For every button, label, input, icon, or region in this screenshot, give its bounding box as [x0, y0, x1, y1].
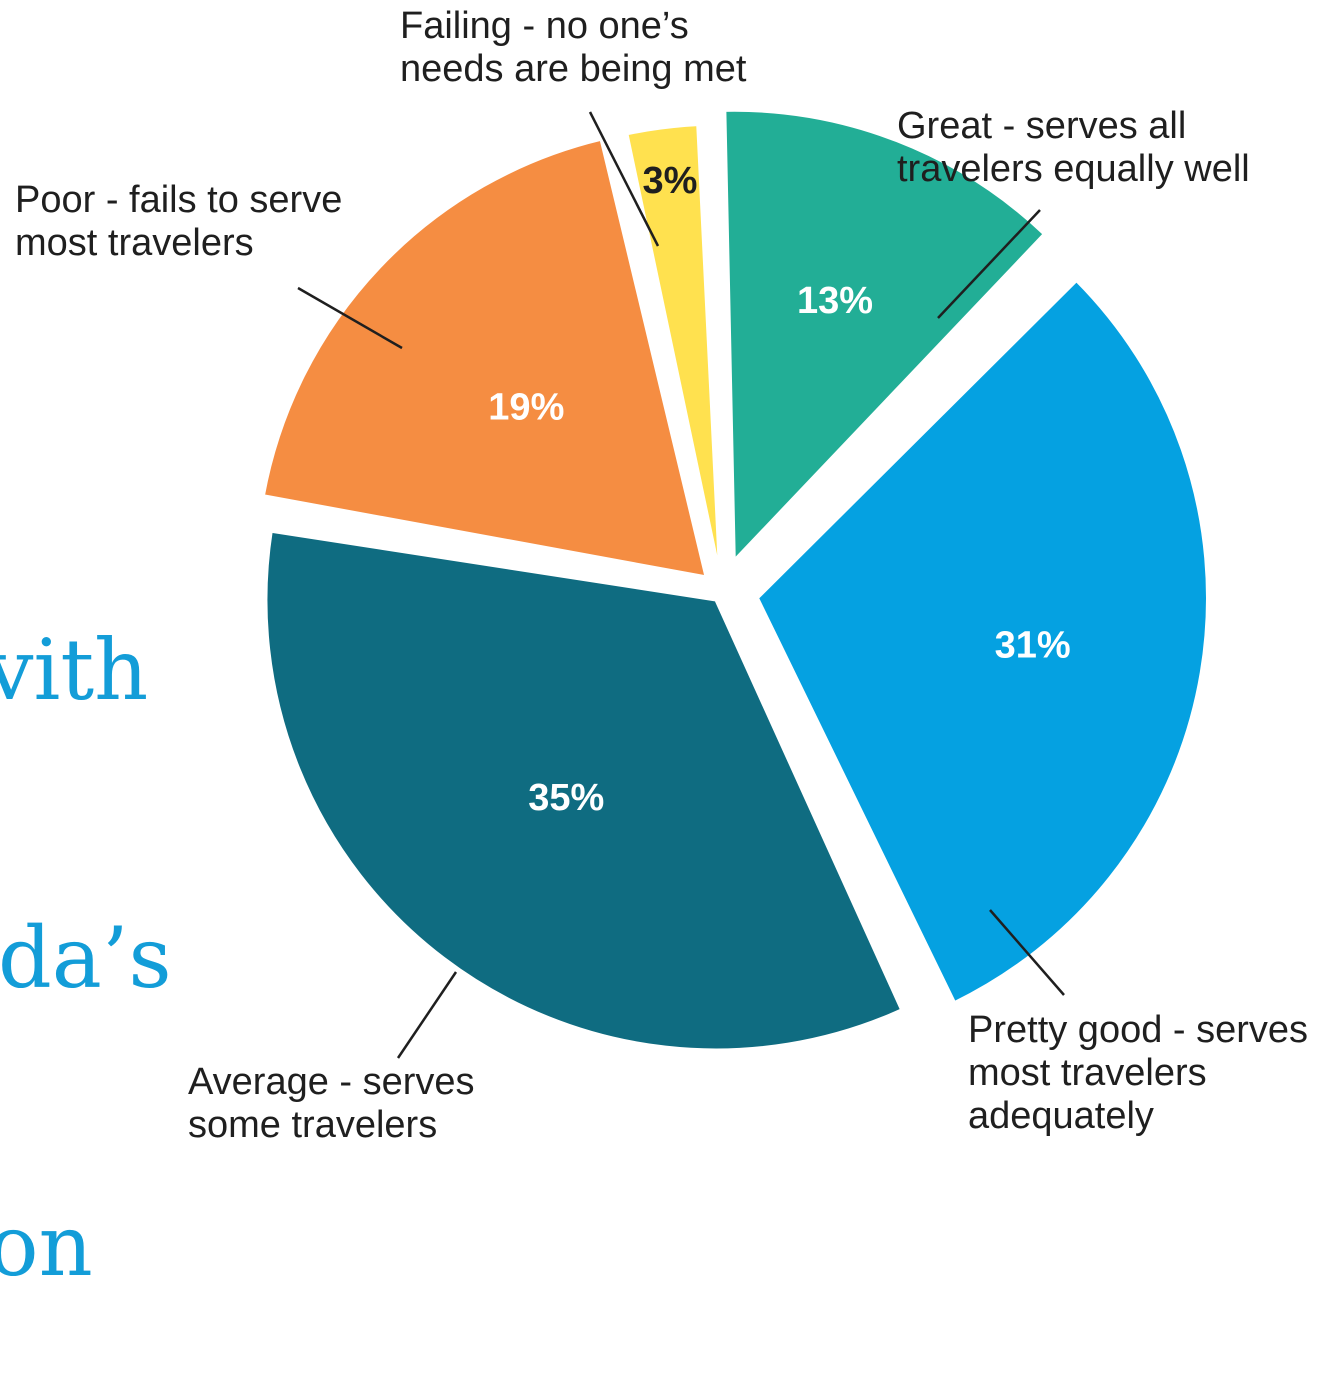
category-label-line: Poor - fails to serve	[15, 179, 342, 221]
chart-labels: 13% Great - serves all travelers equally w…	[15, 5, 1308, 1142]
value-label-pretty-good: 31%	[995, 624, 1071, 666]
pie-slices	[261, 108, 1209, 1052]
category-label-line: Failing - no one’s	[400, 5, 689, 47]
pie-slice-poor	[261, 137, 708, 579]
value-label-failing: 3%	[643, 160, 698, 202]
category-label-average: Average - serves some travelers	[188, 1061, 475, 1142]
leader-line-failing	[588, 111, 660, 247]
background-title-line-1: vith	[0, 621, 149, 719]
category-label-line: some travelers	[188, 1104, 437, 1142]
leader-line-pretty-good	[989, 909, 1065, 996]
leader-lines	[297, 111, 1065, 1059]
value-label-poor: 19%	[488, 387, 564, 429]
background-title-line-2: da’s	[0, 909, 172, 1007]
category-label-line: most travelers	[15, 222, 254, 264]
pie-chart: 13% Great - serves all travelers equally w…	[15, 5, 1308, 1142]
leader-line-average	[396, 971, 458, 1059]
value-label-great: 13%	[797, 280, 873, 322]
category-label-line: Pretty good - serves	[968, 1009, 1308, 1051]
category-label-line: most travelers	[968, 1052, 1207, 1094]
value-label-average: 35%	[528, 777, 604, 819]
category-label-pretty-good: Pretty good - serves most travelers adequa…	[968, 1009, 1308, 1137]
category-label-line: Average - serves	[188, 1061, 475, 1103]
pie-slice-pretty-good	[755, 279, 1209, 1005]
leader-line-poor	[297, 286, 403, 350]
category-label-poor: Poor - fails to serve most travelers	[15, 179, 342, 264]
pie-slice-great	[723, 108, 1046, 562]
category-label-failing: Failing - no one’s needs are being met	[400, 5, 747, 90]
category-label-great: Great - serves all travelers equally well	[897, 105, 1250, 190]
pie-slice-failing	[625, 123, 722, 576]
category-label-line: needs are being met	[400, 48, 747, 90]
leader-line-great	[937, 209, 1041, 319]
pie-slice-average	[264, 529, 904, 1052]
category-label-line: Great - serves all	[897, 105, 1186, 147]
category-label-line: adequately	[968, 1095, 1154, 1137]
background-title-line-3: on	[0, 1197, 93, 1295]
category-label-line: travelers equally well	[897, 148, 1250, 190]
